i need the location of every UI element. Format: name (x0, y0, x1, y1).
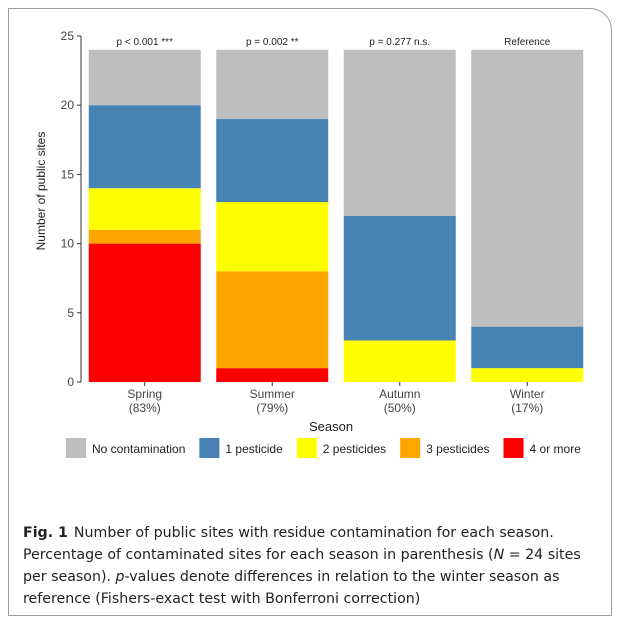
bar-spring-1-pesticide (88, 105, 201, 189)
legend: No contamination 1 pesticide 2 pesticides 3… (66, 438, 581, 458)
bar-autumn-no-contamination (343, 49, 456, 216)
x-tick-label-autumn: Autumn (379, 387, 420, 401)
p-value-label-autumn: p = 0.277 n.s. (369, 37, 430, 48)
bar-summer-no-contamination (216, 49, 329, 120)
legend-swatch-4-or-more (503, 438, 524, 458)
caption-label: Fig. 1 (23, 525, 68, 541)
y-tick-label-20: 20 (61, 98, 75, 112)
p-value-label-winter: Reference (504, 37, 551, 48)
bar-autumn-1-pesticide (343, 215, 456, 341)
legend-label-no-contamination: No contamination (92, 442, 185, 456)
legend-label-3-pesticides: 3 pesticides (426, 442, 489, 456)
legend-swatch-1-pesticide (199, 438, 220, 458)
p-value-label-spring: p < 0.001 *** (117, 37, 174, 48)
caption-n-symbol: N (493, 547, 505, 563)
legend-swatch-2-pesticides (296, 438, 317, 458)
figure-panel: p < 0.001 *** p = 0.002 ** p = 0.277 n.s. R… (8, 8, 612, 616)
x-tick-label-winter: Winter (510, 387, 545, 401)
bar-summer-3-pesticides (216, 271, 329, 369)
bar-spring-no-contamination (88, 49, 201, 106)
bar-winter-1-pesticide (471, 326, 584, 369)
y-tick-label-0: 0 (67, 375, 74, 389)
x-axis: Spring(83%) Summer(79%) Autumn(50%) Winter(… (127, 382, 545, 415)
x-tick-percentage-autumn: (50%) (384, 401, 416, 415)
bars-group (88, 49, 584, 382)
bar-summer-4-or-more (216, 368, 329, 382)
bar-spring-4-or-more (88, 243, 201, 382)
bar-spring-3-pesticides (88, 229, 201, 244)
x-axis-title: Season (309, 419, 353, 434)
y-tick-label-25: 25 (61, 29, 75, 43)
y-tick-label-15: 15 (61, 167, 75, 181)
x-tick-percentage-summer: (79%) (256, 401, 288, 415)
x-tick-percentage-spring: (83%) (129, 401, 161, 415)
caption-text-1: Number of public sites with residue cont… (23, 525, 554, 563)
bar-autumn-2-pesticides (343, 340, 456, 382)
legend-label-1-pesticide: 1 pesticide (225, 442, 283, 456)
x-tick-label-summer: Summer (250, 387, 295, 401)
p-value-labels: p < 0.001 *** p = 0.002 ** p = 0.277 n.s. R… (117, 37, 551, 48)
caption-p-symbol: p (115, 569, 125, 585)
legend-label-2-pesticides: 2 pesticides (323, 442, 386, 456)
y-axis: 0 5 10 15 20 25 (61, 29, 82, 389)
figure-caption: Fig. 1 Number of public sites with residu… (23, 522, 605, 610)
x-tick-label-spring: Spring (127, 387, 162, 401)
x-tick-percentage-winter: (17%) (511, 401, 543, 415)
bar-winter-2-pesticides (471, 368, 584, 382)
bar-spring-2-pesticides (88, 188, 201, 230)
bar-summer-2-pesticides (216, 202, 329, 272)
caption-text-2: = 24 sites per season). (23, 547, 581, 585)
legend-label-4-or-more: 4 or more (530, 442, 582, 456)
bar-winter-no-contamination (471, 49, 584, 327)
p-value-label-summer: p = 0.002 ** (246, 37, 299, 48)
y-tick-label-10: 10 (61, 237, 75, 251)
bar-summer-1-pesticide (216, 119, 329, 203)
legend-swatch-3-pesticides (400, 438, 421, 458)
y-axis-title: Number of public sites (34, 132, 48, 251)
stacked-bar-chart: p < 0.001 *** p = 0.002 ** p = 0.277 n.s. R… (34, 29, 584, 458)
y-tick-label-5: 5 (67, 306, 74, 320)
caption-text-3: -values denote differences in relation t… (23, 569, 560, 607)
legend-swatch-no-contamination (66, 438, 86, 458)
